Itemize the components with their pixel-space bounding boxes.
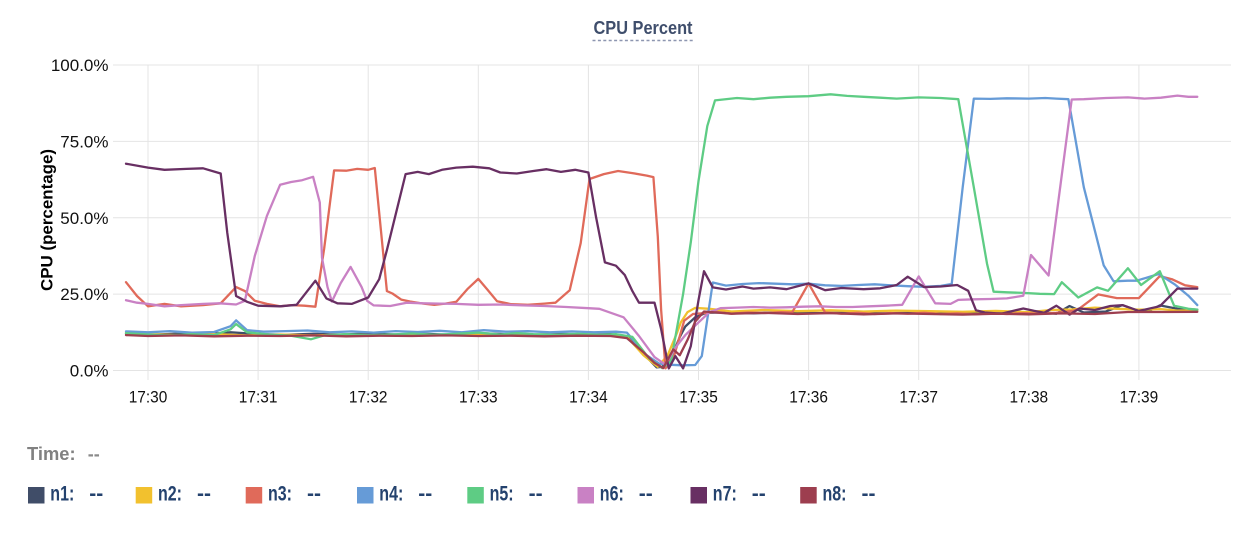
svg-text:--: --: [752, 483, 766, 506]
svg-text:--: --: [197, 483, 211, 506]
svg-text:0.0%: 0.0%: [70, 362, 109, 381]
svg-text:17:30: 17:30: [129, 387, 168, 406]
svg-text:17:39: 17:39: [1120, 387, 1159, 406]
svg-text:n8:: n8:: [823, 483, 847, 506]
svg-text:n1:: n1:: [50, 483, 74, 506]
svg-text:n2:: n2:: [158, 483, 182, 506]
svg-text:--: --: [88, 444, 100, 464]
svg-text:n6:: n6:: [600, 483, 624, 506]
svg-text:CPU Percent: CPU Percent: [594, 18, 693, 38]
svg-text:--: --: [418, 483, 432, 506]
svg-text:75.0%: 75.0%: [60, 132, 108, 151]
svg-text:n7:: n7:: [713, 483, 737, 506]
svg-text:n5:: n5:: [490, 483, 514, 506]
svg-text:CPU (percentage): CPU (percentage): [38, 149, 57, 291]
svg-text:17:34: 17:34: [569, 387, 608, 406]
svg-text:17:32: 17:32: [349, 387, 388, 406]
svg-text:17:37: 17:37: [899, 387, 938, 406]
svg-text:50.0%: 50.0%: [60, 209, 108, 228]
svg-text:n3:: n3:: [268, 483, 292, 506]
svg-text:17:35: 17:35: [679, 387, 718, 406]
svg-text:Time:: Time:: [27, 444, 76, 464]
svg-text:100.0%: 100.0%: [51, 56, 109, 75]
svg-text:--: --: [89, 483, 103, 506]
svg-text:--: --: [529, 483, 543, 506]
svg-text:17:31: 17:31: [239, 387, 278, 406]
svg-text:17:36: 17:36: [789, 387, 828, 406]
svg-text:17:33: 17:33: [459, 387, 498, 406]
svg-text:--: --: [639, 483, 653, 506]
svg-text:--: --: [307, 483, 321, 506]
svg-text:17:38: 17:38: [1010, 387, 1049, 406]
svg-text:25.0%: 25.0%: [60, 285, 108, 304]
svg-text:n4:: n4:: [379, 483, 403, 506]
svg-text:--: --: [862, 483, 876, 506]
